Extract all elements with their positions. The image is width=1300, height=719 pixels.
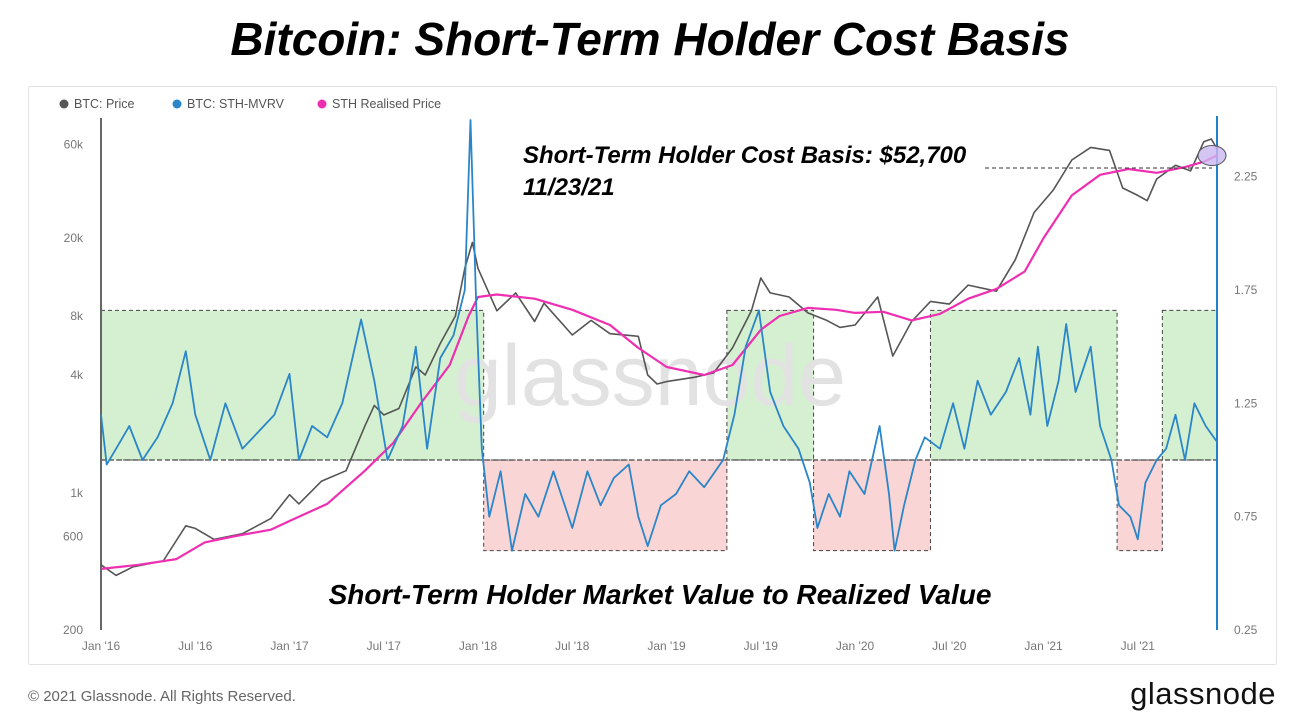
legend-dot-mvrv — [172, 99, 182, 109]
left-tick-label: 4k — [70, 368, 84, 382]
price-line — [100, 138, 1218, 577]
x-tick-label: Jan '19 — [647, 639, 686, 653]
series-lines — [100, 119, 1218, 577]
right-tick-label: 0.25 — [1234, 623, 1258, 637]
legend: BTC: Price BTC: STH-MVRV STH Realised Pr… — [59, 97, 441, 111]
zone-red-5 — [1116, 459, 1163, 552]
watermark: glassnode — [454, 328, 846, 424]
x-tick-label: Jul '17 — [367, 639, 402, 653]
axes: Jan '16 Jul '16 Jan '17 Jul '17 Jan '18 Jul '… — [63, 116, 1258, 653]
right-tick-label: 1.25 — [1234, 396, 1258, 410]
x-tick-label: Jul '18 — [555, 639, 590, 653]
chart-subtitle: Short-Term Holder Market Value to Realiz… — [329, 579, 992, 610]
chart-panel — [28, 86, 1277, 665]
x-tick-label: Jul '21 — [1121, 639, 1156, 653]
x-tick-label: Jan '17 — [270, 639, 309, 653]
sth-mvrv-line — [100, 119, 1218, 552]
left-tick-label: 200 — [63, 623, 83, 637]
copyright-notice: © 2021 Glassnode. All Rights Reserved. — [28, 688, 296, 705]
x-tick-label: Jan '18 — [459, 639, 498, 653]
x-tick-label: Jan '21 — [1024, 639, 1063, 653]
legend-dot-price — [59, 99, 69, 109]
annotation: Short-Term Holder Cost Basis: $52,700 11… — [329, 142, 1227, 610]
realised-price-line — [100, 154, 1218, 570]
x-tick-label: Jan '16 — [82, 639, 121, 653]
annotation-marker — [1197, 145, 1227, 167]
zone-green-6 — [1161, 309, 1218, 461]
legend-label-mvrv: BTC: STH-MVRV — [187, 97, 285, 111]
left-tick-label: 20k — [64, 231, 84, 245]
x-tick-label: Jan '20 — [836, 639, 875, 653]
zone-green-2 — [726, 309, 815, 461]
glassnode-logo: glassnode — [1130, 676, 1276, 711]
x-tick-label: Jul '20 — [932, 639, 967, 653]
left-tick-label: 1k — [70, 486, 84, 500]
zones-layer — [100, 309, 1218, 552]
x-tick-label: Jul '16 — [178, 639, 213, 653]
legend-label-price: BTC: Price — [74, 97, 134, 111]
annotation-date: 11/23/21 — [523, 174, 615, 201]
left-tick-label: 600 — [63, 529, 83, 543]
right-tick-label: 1.75 — [1234, 283, 1258, 297]
right-tick-label: 2.25 — [1234, 170, 1258, 184]
page-title: Bitcoin: Short-Term Holder Cost Basis — [230, 13, 1070, 65]
x-tick-label: Jul '19 — [744, 639, 779, 653]
legend-label-realised: STH Realised Price — [332, 97, 441, 111]
right-tick-label: 0.75 — [1234, 510, 1258, 524]
left-tick-label: 60k — [64, 137, 84, 151]
annotation-title: Short-Term Holder Cost Basis: $52,700 — [523, 142, 967, 169]
left-tick-label: 8k — [70, 309, 84, 323]
legend-dot-realised — [317, 99, 327, 109]
